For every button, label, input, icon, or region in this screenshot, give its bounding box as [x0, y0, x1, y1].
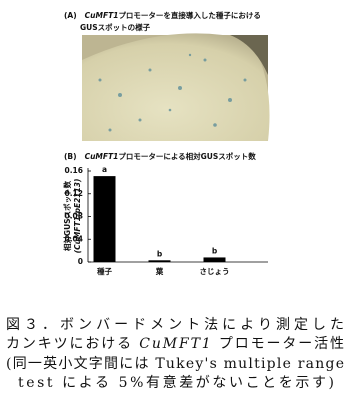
panel-a-title: (A) CuMFT1プロモーターを直接導入した種子における	[64, 10, 261, 20]
bar	[203, 257, 226, 262]
caption: 図３．ボンバードメント法により測定した カンキツにおける CuMFT1 プロモー…	[6, 317, 344, 391]
gene-name: CuMFT1	[139, 336, 210, 352]
gene-name: CuMFT1	[85, 11, 119, 20]
y-axis-label: 相対GUSスポット数	[62, 180, 72, 251]
y-tick-label: 0.08	[64, 212, 83, 221]
y-tick-label: 0	[78, 257, 83, 266]
y-axis-sublabel: (CuMFT1/pE2113)	[73, 179, 82, 254]
caption-text: カンキツにおける	[6, 336, 137, 352]
x-tick-label: 種子	[97, 266, 112, 276]
caption-line: (同一英小文字間には Tukey's multiple range	[6, 355, 344, 372]
caption-text: プロモーター活性	[213, 336, 344, 352]
significance-letter: a	[102, 165, 107, 174]
bar	[93, 176, 116, 262]
title-text: プロモーターによる相対GUSスポット数	[118, 151, 256, 161]
significance-letter: b	[212, 246, 218, 255]
y-tick-label: 0.04	[64, 234, 83, 243]
y-tick-label: 0.16	[64, 166, 83, 175]
y-tick-label: 0.12	[64, 189, 83, 198]
chart-title: (B) CuMFT1プロモーターによる相対GUSスポット数	[64, 151, 256, 161]
photo	[82, 33, 270, 142]
caption-line: カンキツにおける CuMFT1 プロモーター活性	[6, 336, 344, 352]
panel-a-title-line2: GUSスポットの様子	[80, 22, 151, 32]
title-text: プロモーターを直接導入した種子における	[118, 10, 261, 20]
x-tick-label: さじょう	[200, 267, 230, 276]
caption-line: test による 5%有意差がないことを示す)	[18, 374, 334, 391]
x-tick-label: 葉	[155, 266, 164, 276]
gene-name: CuMFT1	[85, 152, 119, 161]
caption-line: 図３．ボンバードメント法により測定した	[6, 317, 344, 333]
bar	[148, 260, 171, 262]
panel-label: (B)	[64, 152, 77, 161]
panel-label: (A)	[64, 11, 77, 20]
significance-letter: b	[157, 249, 163, 258]
